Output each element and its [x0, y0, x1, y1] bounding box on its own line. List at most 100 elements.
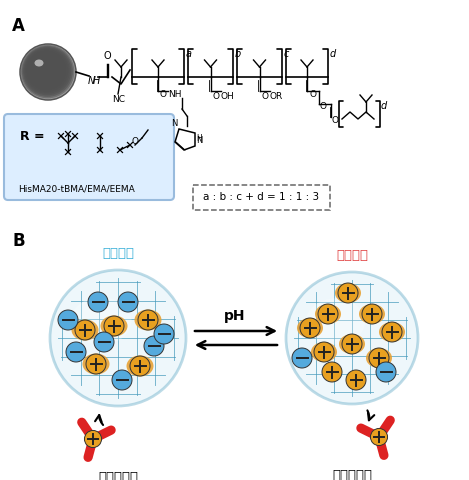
Text: H: H [196, 134, 202, 143]
Ellipse shape [127, 356, 153, 376]
Circle shape [84, 431, 102, 447]
Text: a : b : c + d = 1 : 1 : 3: a : b : c + d = 1 : 1 : 3 [203, 192, 319, 202]
Text: O: O [131, 137, 138, 146]
Circle shape [34, 58, 54, 78]
Text: HisMA20-tBMA/EMA/EEMA: HisMA20-tBMA/EMA/EEMA [18, 185, 135, 194]
Circle shape [22, 46, 73, 97]
Circle shape [41, 65, 44, 68]
Circle shape [20, 44, 76, 100]
Circle shape [318, 304, 338, 324]
Circle shape [94, 332, 114, 352]
Text: 抗体を捕捉: 抗体を捕捉 [98, 471, 138, 480]
Circle shape [118, 292, 138, 312]
Text: R =: R = [20, 130, 45, 143]
Circle shape [58, 310, 78, 330]
Circle shape [314, 342, 334, 362]
Circle shape [75, 320, 95, 340]
Text: O: O [262, 92, 268, 101]
Circle shape [104, 316, 124, 336]
Text: d: d [381, 101, 387, 111]
Circle shape [342, 334, 362, 354]
Circle shape [50, 270, 186, 406]
Text: B: B [12, 232, 25, 250]
Circle shape [33, 57, 56, 80]
Circle shape [382, 322, 402, 342]
Text: O: O [160, 90, 167, 99]
Text: 抗体を放出: 抗体を放出 [332, 469, 372, 480]
Circle shape [66, 342, 86, 362]
Text: NC: NC [112, 95, 125, 104]
Circle shape [112, 370, 132, 390]
Circle shape [30, 54, 61, 84]
Text: N: N [171, 119, 177, 128]
Circle shape [35, 59, 53, 77]
Circle shape [86, 354, 106, 374]
FancyBboxPatch shape [193, 185, 330, 210]
Circle shape [154, 324, 174, 344]
Circle shape [29, 53, 62, 86]
Text: H: H [93, 76, 100, 86]
Text: OR: OR [270, 92, 283, 101]
Ellipse shape [366, 348, 392, 368]
Text: OH: OH [220, 92, 234, 101]
Ellipse shape [100, 315, 128, 336]
Ellipse shape [297, 318, 323, 338]
Circle shape [286, 272, 418, 404]
Circle shape [300, 318, 320, 338]
Ellipse shape [70, 297, 132, 345]
Text: b: b [235, 49, 241, 59]
FancyBboxPatch shape [4, 114, 174, 200]
Circle shape [362, 304, 382, 324]
Circle shape [322, 362, 342, 382]
Circle shape [32, 56, 58, 82]
Text: O: O [309, 90, 316, 99]
Ellipse shape [359, 304, 385, 324]
Circle shape [338, 283, 358, 303]
Text: c: c [284, 49, 289, 59]
Ellipse shape [379, 322, 405, 342]
Text: O: O [320, 102, 327, 111]
Ellipse shape [335, 283, 361, 303]
Text: a: a [186, 49, 192, 59]
Text: 酸性条件: 酸性条件 [336, 249, 368, 262]
Text: N: N [88, 76, 95, 86]
Circle shape [138, 310, 158, 330]
Circle shape [24, 48, 70, 94]
Circle shape [37, 61, 50, 74]
Ellipse shape [306, 299, 365, 345]
Circle shape [25, 49, 68, 92]
Ellipse shape [71, 320, 98, 340]
Circle shape [292, 348, 312, 368]
Text: O: O [103, 51, 111, 61]
Text: d: d [330, 49, 336, 59]
Ellipse shape [83, 353, 109, 374]
Circle shape [27, 51, 65, 89]
Ellipse shape [311, 342, 337, 362]
Circle shape [144, 336, 164, 356]
Ellipse shape [315, 304, 341, 324]
Circle shape [21, 45, 75, 98]
Circle shape [26, 50, 67, 91]
Ellipse shape [339, 334, 365, 354]
Circle shape [369, 348, 389, 368]
Text: 中性条件: 中性条件 [102, 247, 134, 260]
Circle shape [376, 362, 396, 382]
Circle shape [39, 63, 46, 71]
Circle shape [36, 60, 51, 75]
Circle shape [130, 356, 150, 376]
Text: A: A [12, 17, 25, 35]
Circle shape [28, 52, 64, 88]
Text: O: O [212, 92, 219, 101]
Text: pH: pH [224, 309, 246, 323]
Text: O: O [332, 116, 339, 125]
Circle shape [88, 292, 108, 312]
Text: N: N [196, 136, 203, 145]
Circle shape [23, 47, 71, 96]
Ellipse shape [35, 60, 44, 67]
Circle shape [31, 55, 59, 83]
Circle shape [346, 370, 366, 390]
Ellipse shape [135, 310, 161, 331]
Circle shape [40, 64, 45, 69]
Text: NH: NH [168, 90, 182, 99]
Circle shape [371, 429, 387, 445]
